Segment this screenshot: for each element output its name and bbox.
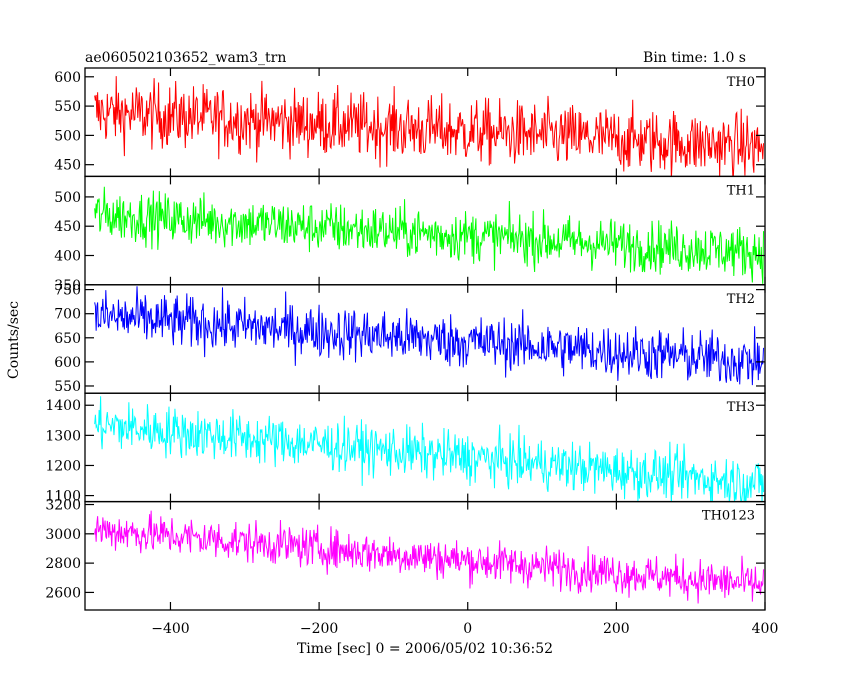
y-tick-label: 1300: [45, 428, 81, 444]
y-tick-label: 3200: [45, 498, 81, 514]
x-tick-label: 0: [463, 621, 472, 637]
x-tick-label: 200: [603, 621, 630, 637]
y-tick-label: 350: [54, 278, 81, 294]
y-tick-label: 1400: [45, 398, 81, 414]
y-tick-label: 1100: [45, 489, 81, 505]
panel-th0123: 2600 2800 3000 3200 TH0123: [45, 498, 766, 611]
series-line-th0123: [94, 510, 765, 604]
y-tick-label: 550: [54, 99, 81, 115]
x-axis-ticks: −400 −200 0 200 400: [151, 621, 778, 637]
y-tick-label: 550: [54, 379, 81, 395]
x-tick-label: −400: [151, 621, 189, 637]
y-tick-label: 450: [54, 219, 81, 235]
panel-th0: 450 500 550 600 TH0: [54, 67, 766, 178]
y-tick-label: 500: [54, 190, 81, 206]
panel-name-label: TH0: [727, 75, 755, 90]
series-line-th1: [94, 186, 765, 284]
chart-title: ae060502103652_wam3_trn: [85, 50, 286, 66]
panels-group: 450 500 550 600 TH0 350 400 450 500 TH1 550 600 650 7…: [45, 67, 766, 611]
panel-th1: 350 400 450 500 TH1: [54, 175, 766, 294]
x-tick-label: −200: [300, 621, 338, 637]
panel-name-label: TH3: [727, 400, 755, 415]
x-axis-label: Time [sec] 0 = 2006/05/02 10:36:52: [297, 641, 553, 657]
panel-name-label: TH0123: [702, 509, 755, 524]
y-tick-label: 650: [54, 331, 81, 347]
bin-time-label: Bin time: 1.0 s: [643, 50, 746, 66]
y-tick-label: 400: [54, 249, 81, 265]
y-tick-label: 2800: [45, 556, 81, 572]
y-tick-label: 500: [54, 128, 81, 144]
y-tick-label: 450: [54, 158, 81, 174]
y-tick-label: 600: [54, 70, 81, 86]
y-axis-label: Counts/sec: [6, 301, 22, 379]
panel-frame: [84, 500, 766, 611]
x-tick-label: 400: [752, 621, 779, 637]
panel-name-label: TH2: [727, 292, 755, 307]
series-line-th3: [94, 396, 765, 502]
series-line-th2: [94, 286, 765, 386]
y-tick-label: 700: [54, 307, 81, 323]
panel-th2: 550 600 650 700 750 TH2: [54, 283, 766, 395]
y-tick-label: 3000: [45, 527, 81, 543]
y-tick-label: 1200: [45, 458, 81, 474]
series-line-th0: [94, 76, 765, 177]
y-tick-label: 600: [54, 355, 81, 371]
y-tick-label: 2600: [45, 585, 81, 601]
panel-th3: 1100 1200 1300 1400 TH3: [45, 392, 766, 505]
panel-name-label: TH1: [727, 183, 755, 198]
y-tick-label: 750: [54, 283, 81, 299]
